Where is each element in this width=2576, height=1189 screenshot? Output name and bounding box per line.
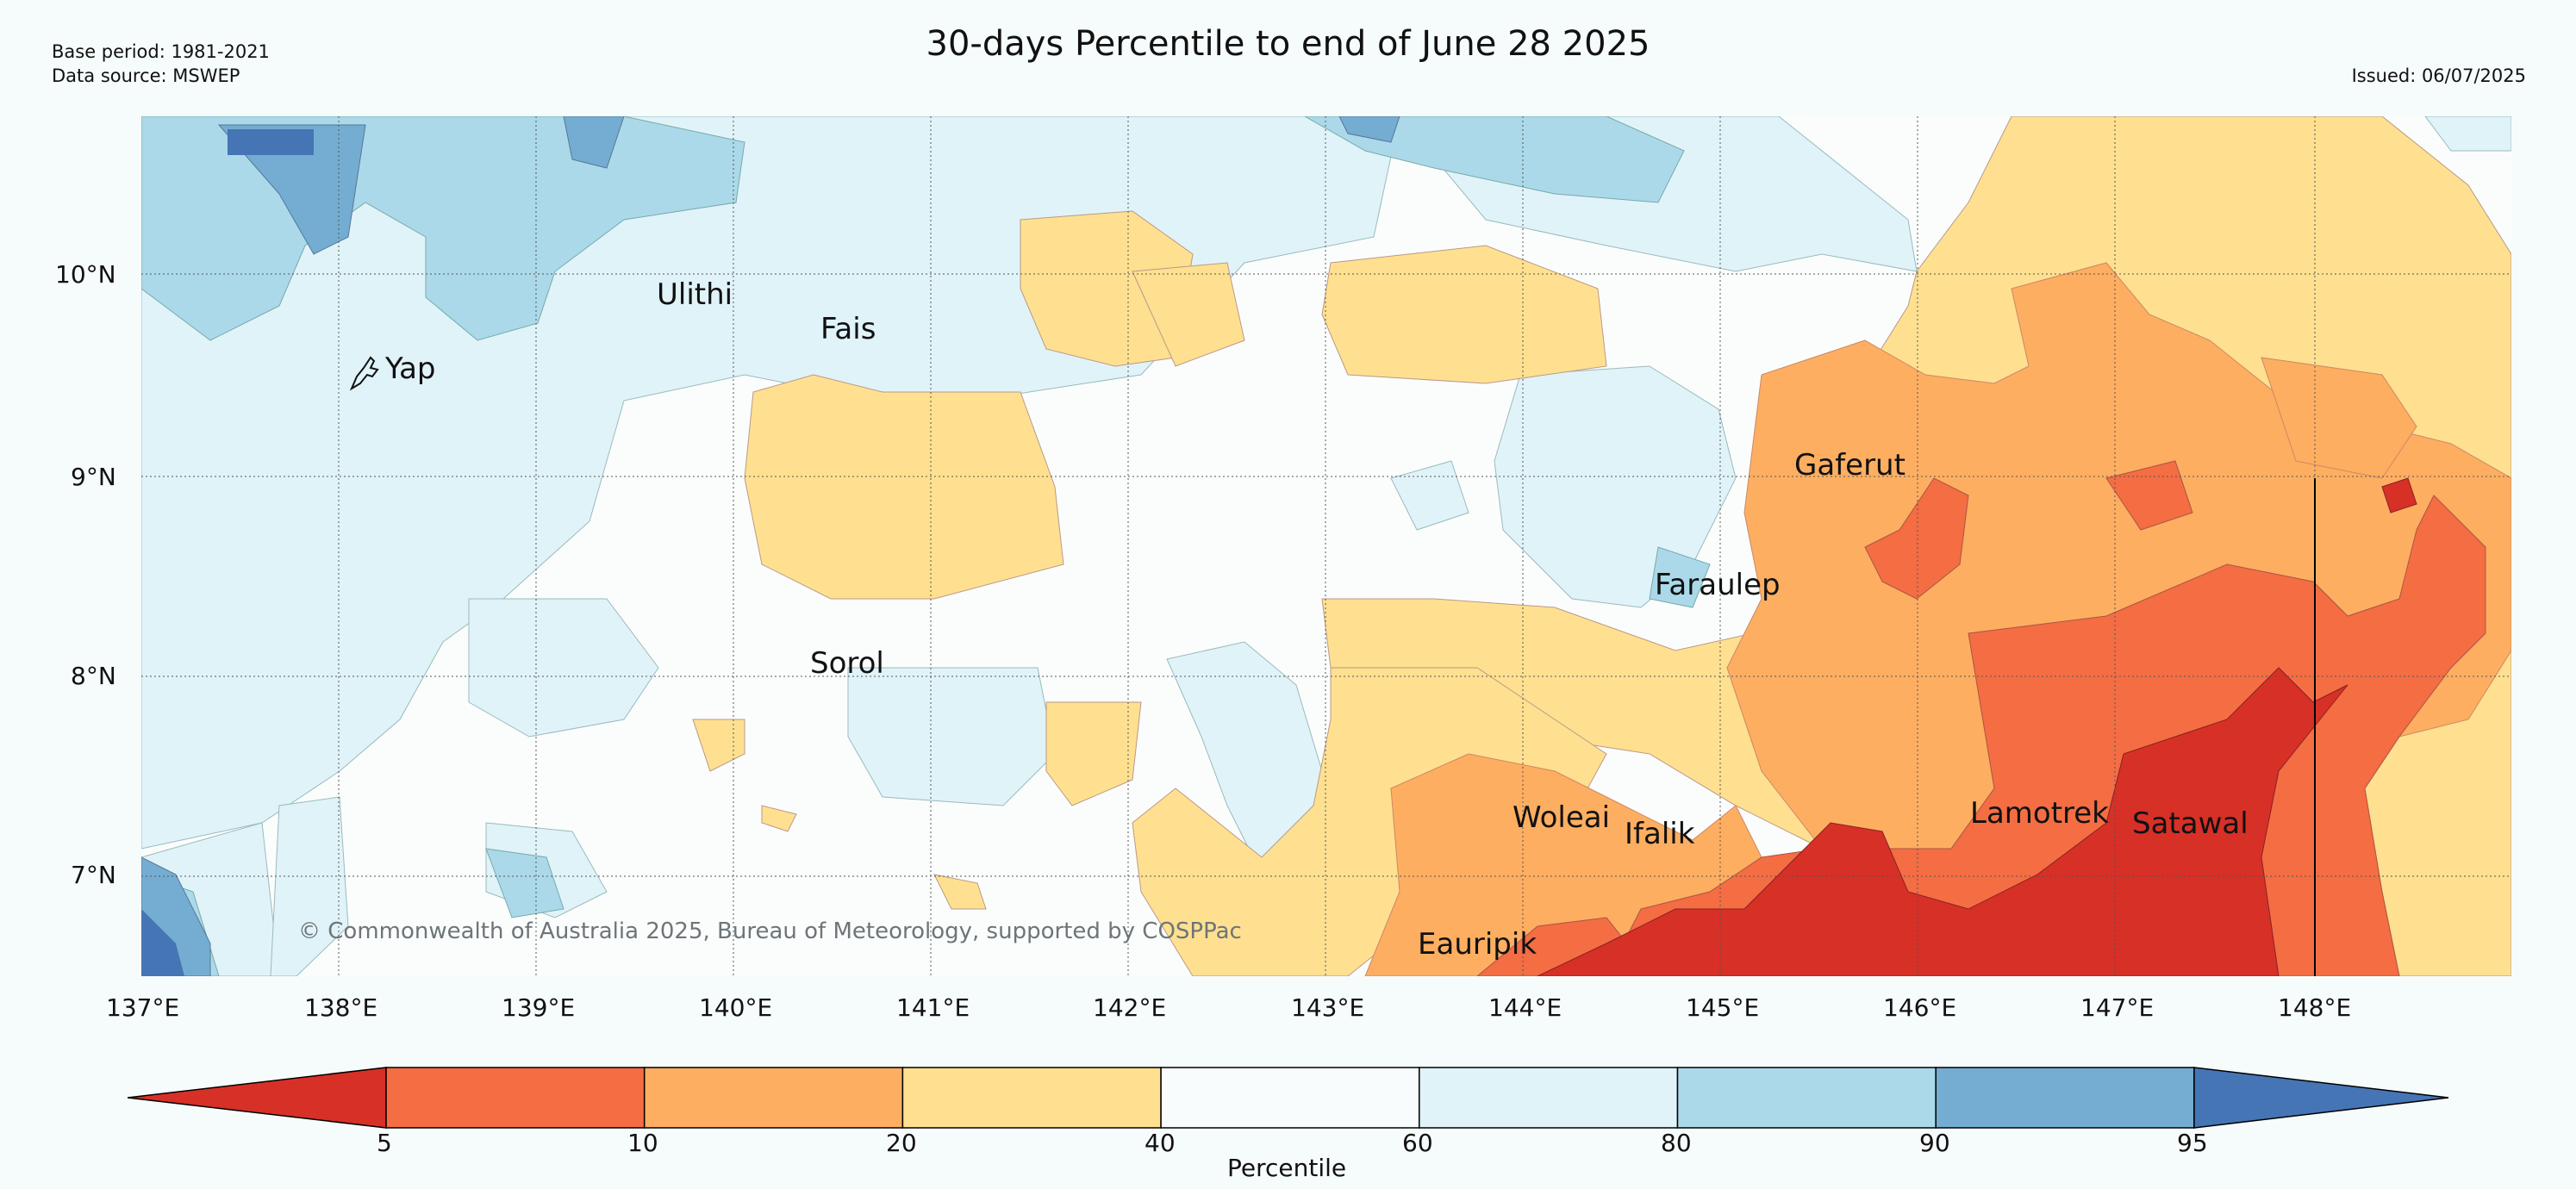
map-title: 30-days Percentile to end of June 28 202… — [926, 24, 1650, 64]
colorbar-swatch — [385, 1067, 646, 1129]
place-label-faraulep: Faraulep — [1655, 568, 1781, 602]
place-label-fais: Fais — [820, 312, 876, 346]
place-label-gaferut: Gaferut — [1794, 448, 1905, 482]
lat-label-10n: 10°N — [55, 260, 116, 289]
colorbar-tick-5: 5 — [377, 1129, 392, 1157]
lat-label-8n: 8°N — [71, 662, 116, 690]
graticule — [141, 116, 2511, 976]
lon-label-144e: 144°E — [1488, 993, 1562, 1022]
colorbar-swatch — [1676, 1067, 1937, 1129]
issued-date-text: Issued: 06/07/2025 — [2351, 65, 2526, 86]
colorbar-tick-95: 95 — [2177, 1129, 2208, 1157]
place-label-ulithi: Ulithi — [657, 277, 733, 312]
colorbar-swatch — [1160, 1067, 1420, 1129]
yap-island-icon — [349, 356, 379, 391]
place-label-ifalik: Ifalik — [1625, 817, 1695, 851]
copyright-text: © Commonwealth of Australia 2025, Bureau… — [298, 918, 1242, 944]
place-label-lamotrek: Lamotrek — [1970, 796, 2109, 831]
colorbar-tick-80: 80 — [1661, 1129, 1692, 1157]
place-label-woleai: Woleai — [1513, 800, 1611, 835]
place-label-yap: Yap — [385, 352, 436, 386]
colorbar-tick-90: 90 — [1919, 1129, 1950, 1157]
lat-label-7n: 7°N — [71, 861, 116, 889]
colorbar-swatch — [901, 1067, 1162, 1129]
colorbar-swatch — [1935, 1067, 2195, 1129]
field-95-plus — [141, 129, 314, 976]
lon-label-145e: 145°E — [1686, 993, 1760, 1022]
colorbar-swatch — [1419, 1067, 1679, 1129]
base-period-text: Base period: 1981-2021 — [52, 41, 270, 62]
lon-label-146e: 146°E — [1883, 993, 1957, 1022]
colorbar-extend-high — [2193, 1067, 2449, 1129]
colorbar-tick-40: 40 — [1145, 1129, 1176, 1157]
lon-label-148e: 148°E — [2278, 993, 2352, 1022]
colorbar-tick-20: 20 — [886, 1129, 917, 1157]
colorbar — [128, 1067, 2449, 1129]
lon-label-142e: 142°E — [1093, 993, 1167, 1022]
map-field — [141, 116, 2511, 976]
field-below-5 — [1537, 477, 2417, 976]
lon-label-137e: 137°E — [106, 993, 180, 1022]
colorbar-swatches — [128, 1067, 2449, 1129]
data-source-text: Data source: MSWEP — [52, 65, 240, 86]
place-label-satawal: Satawal — [2132, 806, 2249, 841]
colorbar-tick-10: 10 — [627, 1129, 658, 1157]
lon-label-141e: 141°E — [896, 993, 970, 1022]
lon-label-139e: 139°E — [502, 993, 576, 1022]
colorbar-extend-low — [128, 1067, 387, 1129]
percentile-map: © Commonwealth of Australia 2025, Bureau… — [141, 116, 2511, 976]
lat-label-9n: 9°N — [71, 463, 116, 491]
place-label-sorol: Sorol — [810, 646, 884, 681]
colorbar-label: Percentile — [1227, 1154, 1347, 1182]
colorbar-swatch — [643, 1067, 904, 1129]
lon-label-147e: 147°E — [2080, 993, 2155, 1022]
lon-label-138e: 138°E — [304, 993, 378, 1022]
lon-label-143e: 143°E — [1291, 993, 1365, 1022]
colorbar-tick-60: 60 — [1402, 1129, 1433, 1157]
lon-label-140e: 140°E — [699, 993, 773, 1022]
place-label-eauripik: Eauripik — [1418, 927, 1537, 962]
